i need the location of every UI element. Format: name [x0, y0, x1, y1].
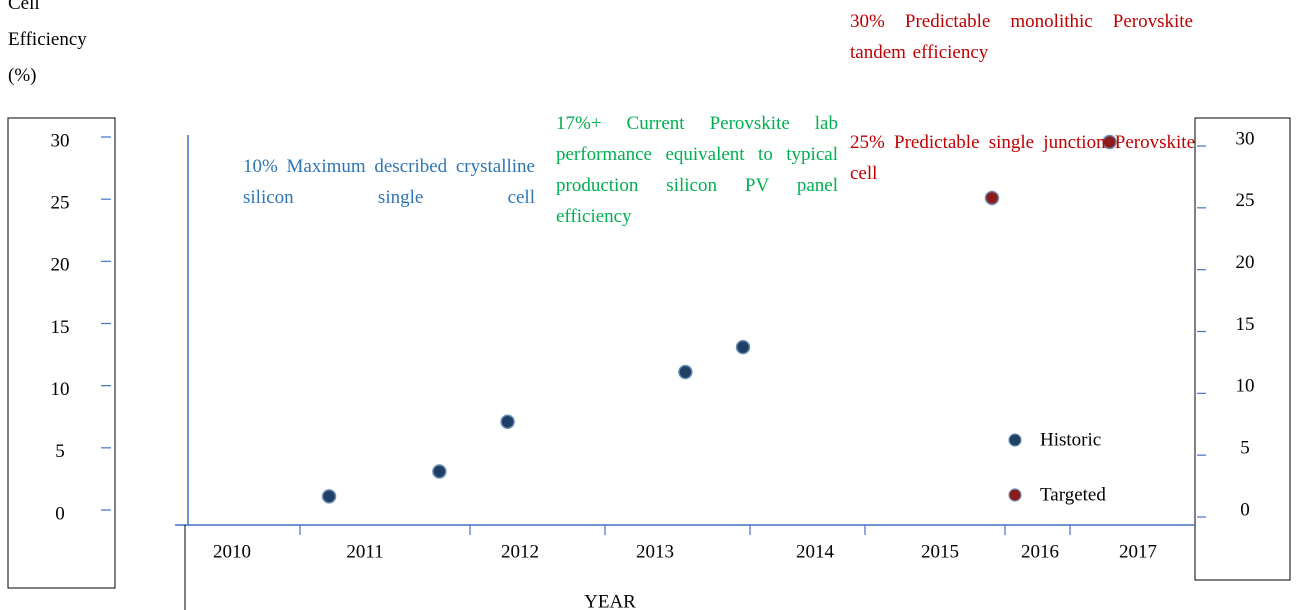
y2-tick-label: 30 — [1236, 128, 1255, 149]
y2-tick-label: 20 — [1236, 252, 1255, 273]
y2-tick-label: 25 — [1236, 190, 1255, 211]
data-point — [984, 190, 1000, 206]
data-point — [321, 489, 337, 504]
x-tick-label: 2017 — [1119, 541, 1157, 562]
legend-marker — [1008, 488, 1022, 502]
y-tick-label: 15 — [51, 317, 70, 338]
right-axis-box — [1194, 117, 1291, 581]
x-tick-label: 2014 — [796, 541, 835, 562]
y-axis-title: Cell Efficiency (%) — [8, 0, 87, 86]
x-tick-label: 2016 — [1021, 541, 1059, 562]
x-tick-label: 2012 — [501, 541, 539, 562]
y-tick-label: 0 — [55, 503, 65, 524]
y-tick-label: 30 — [51, 130, 70, 151]
x-tick-label: 2013 — [636, 541, 674, 562]
left-axis-box — [7, 117, 116, 589]
y2-tick-label: 5 — [1240, 438, 1250, 459]
y2-tick-label: 10 — [1236, 376, 1255, 397]
data-point — [500, 414, 515, 429]
legend-label: Historic — [1040, 429, 1101, 450]
data-point — [1102, 134, 1117, 150]
x-axis-title: YEAR — [584, 591, 636, 610]
legend-marker — [1008, 433, 1022, 447]
y-tick-label: 20 — [51, 255, 70, 276]
y2-tick-label: 15 — [1236, 314, 1255, 335]
annotation: 30% Predictable monolithic Perovskite ta… — [850, 11, 1193, 63]
annotation: 10% Maximum described crystalline silico… — [243, 156, 535, 208]
data-point — [678, 364, 693, 380]
y-tick-label: 5 — [55, 441, 65, 462]
y2-tick-label: 0 — [1240, 499, 1250, 520]
annotation: 17%+ Current Perovskite lab performance … — [556, 113, 838, 227]
x-tick-label: 2010 — [213, 541, 251, 562]
y-tick-label: 10 — [51, 379, 70, 400]
data-point — [735, 339, 751, 355]
x-tick-label: 2011 — [346, 541, 383, 562]
legend-label: Targeted — [1040, 484, 1106, 505]
y-tick-label: 25 — [51, 193, 70, 214]
x-tick-label: 2015 — [921, 541, 959, 562]
annotation: 25% Predictable single junction Perovski… — [850, 132, 1195, 184]
data-point — [432, 464, 447, 479]
